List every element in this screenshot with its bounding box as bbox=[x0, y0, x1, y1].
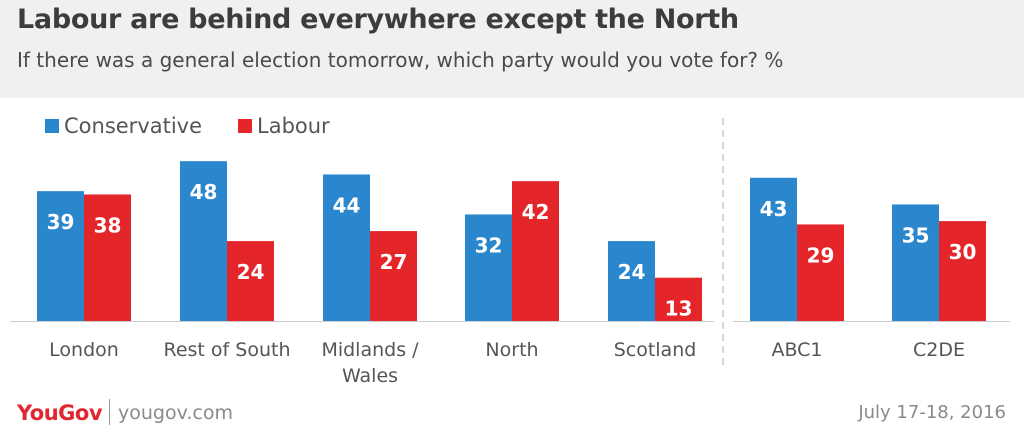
bar-labour-london bbox=[84, 194, 131, 321]
bar-labour-north bbox=[512, 181, 559, 321]
footer-divider bbox=[109, 399, 110, 425]
category-label-midlands-wales: Midlands / Wales bbox=[321, 339, 419, 387]
bar-conservative-rest-of-south bbox=[180, 161, 227, 321]
bar-labour-abc1 bbox=[797, 224, 844, 321]
data-label-labour-midlands-wales: 27 bbox=[380, 250, 408, 274]
bar-conservative-midlands-wales bbox=[323, 174, 370, 321]
chart-title: Labour are behind everywhere except the … bbox=[17, 4, 739, 35]
header-band: Labour are behind everywhere except the … bbox=[0, 0, 1024, 98]
data-label-conservative-rest-of-south: 48 bbox=[190, 180, 218, 204]
data-label-conservative-north: 32 bbox=[475, 233, 503, 257]
data-label-labour-abc1: 29 bbox=[807, 243, 835, 267]
data-label-labour-rest-of-south: 24 bbox=[237, 260, 265, 284]
chart-subtitle: If there was a general election tomorrow… bbox=[17, 48, 784, 72]
data-label-conservative-midlands-wales: 44 bbox=[333, 193, 361, 217]
category-label-abc1: ABC1 bbox=[771, 339, 822, 361]
bar-conservative-london bbox=[37, 191, 84, 321]
legend-label-labour: Labour bbox=[257, 114, 330, 138]
category-label-north: North bbox=[485, 339, 538, 361]
data-label-conservative-c2de: 35 bbox=[902, 223, 930, 247]
category-label-scotland: Scotland bbox=[614, 339, 697, 361]
category-label-london: London bbox=[49, 339, 119, 361]
data-label-conservative-scotland: 24 bbox=[618, 260, 646, 284]
bar-chart: Conservative Labour 39 38 48 24 44 27 32 42 24 13 43… bbox=[10, 114, 1010, 387]
bar-conservative-c2de bbox=[892, 204, 939, 321]
data-label-labour-scotland: 13 bbox=[665, 297, 693, 321]
legend-swatch-labour bbox=[238, 119, 252, 133]
survey-date: July 17-18, 2016 bbox=[858, 402, 1006, 423]
data-label-labour-c2de: 30 bbox=[949, 240, 977, 264]
bar-labour-midlands-wales bbox=[370, 231, 417, 321]
bar-conservative-abc1 bbox=[750, 177, 797, 321]
legend-label-conservative: Conservative bbox=[64, 114, 202, 138]
footer-site-link[interactable]: yougov.com bbox=[118, 402, 233, 424]
data-label-conservative-london: 39 bbox=[47, 210, 75, 234]
data-label-labour-london: 38 bbox=[94, 213, 122, 237]
data-label-conservative-abc1: 43 bbox=[760, 197, 788, 221]
bar-conservative-north bbox=[465, 214, 512, 321]
data-label-labour-north: 42 bbox=[522, 200, 550, 224]
bar-labour-scotland bbox=[655, 277, 702, 321]
category-label-rest-of-south: Rest of South bbox=[164, 339, 291, 361]
category-label-c2de: C2DE bbox=[913, 339, 965, 361]
legend-swatch-conservative bbox=[45, 119, 59, 133]
bar-labour-c2de bbox=[939, 221, 986, 321]
bar-conservative-scotland bbox=[608, 241, 655, 321]
bar-labour-rest-of-south bbox=[227, 241, 274, 321]
yougov-logo: YouGov bbox=[17, 401, 103, 425]
